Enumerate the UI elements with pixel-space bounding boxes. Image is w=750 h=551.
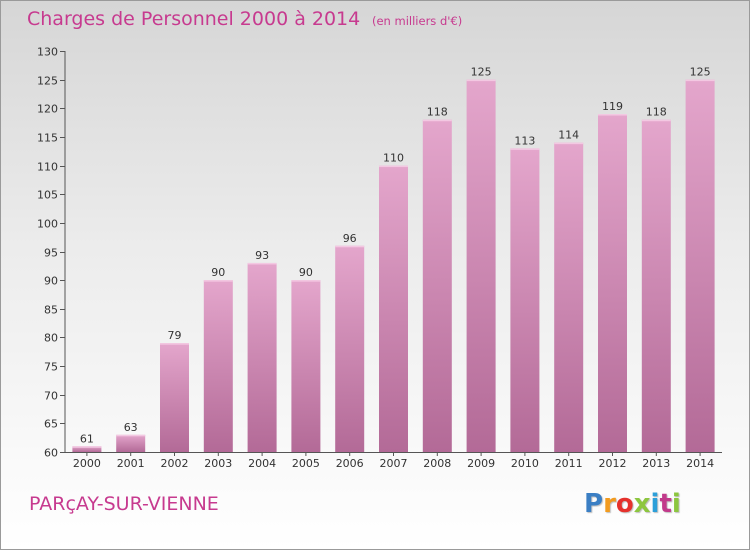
data-label: 79 (168, 329, 182, 342)
bar (203, 280, 233, 452)
y-tick-label: 75 (44, 361, 58, 374)
bars (72, 79, 715, 453)
y-tick-label: 60 (44, 447, 58, 460)
y-tick-label: 105 (37, 189, 58, 202)
data-label: 90 (299, 266, 313, 279)
x-tick-label: 2010 (511, 457, 539, 470)
proxiti-logo[interactable]: Proxiti (584, 489, 681, 523)
x-tick-label: 2000 (73, 457, 101, 470)
bar (466, 79, 496, 453)
bar (422, 119, 452, 452)
logo-letter: t (659, 489, 672, 519)
data-label: 110 (383, 152, 404, 165)
x-tick-label: 2007 (380, 457, 408, 470)
bar (554, 142, 584, 452)
chart-title: Charges de Personnel 2000 à 2014 (27, 8, 361, 30)
logo-letter: x (633, 489, 651, 519)
x-tick-label: 2006 (336, 457, 364, 470)
y-tick-label: 100 (37, 218, 58, 231)
bar-top-edge (335, 245, 365, 248)
data-label: 93 (255, 249, 269, 262)
y-tick-label: 125 (37, 75, 58, 88)
x-tick-label: 2014 (686, 457, 714, 470)
bar-top-edge (466, 79, 496, 82)
data-label: 96 (343, 232, 357, 245)
y-tick-label: 130 (37, 46, 58, 59)
logo-letter: i (650, 489, 660, 519)
bar-top-edge (379, 165, 408, 168)
x-tick-label: 2011 (555, 457, 583, 470)
bar (247, 262, 277, 452)
x-tick-label: 2001 (117, 457, 145, 470)
x-tick-label: 2009 (467, 457, 495, 470)
y-tick-label: 115 (37, 132, 58, 145)
bar (685, 79, 715, 453)
x-tick-label: 2005 (292, 457, 320, 470)
bar-top-edge (116, 434, 146, 437)
bar (116, 434, 146, 452)
y-tick-label: 90 (44, 275, 58, 288)
y-tick-label: 120 (37, 103, 58, 116)
data-label: 125 (690, 66, 711, 79)
data-labels: 61 63 79 90 93 90 96 110 118 125 113 114 119 118 125 (80, 66, 711, 446)
bar-top-edge (247, 262, 277, 265)
logo-letter: P (584, 489, 604, 519)
bar-top-edge (554, 142, 584, 145)
location-name: PARçAY-SUR-VIENNE (29, 493, 219, 515)
x-tick-label: 2004 (248, 457, 276, 470)
x-tick-label: 2002 (161, 457, 189, 470)
bar-top-edge (291, 280, 321, 282)
x-tick-label: 2008 (423, 457, 451, 470)
data-label: 118 (427, 106, 448, 119)
x-tick-label: 2012 (599, 457, 627, 470)
data-label: 118 (646, 106, 667, 119)
y-tick-label: 80 (44, 332, 58, 345)
data-label: 61 (80, 432, 94, 445)
data-label: 114 (558, 129, 579, 142)
bar (598, 114, 627, 452)
bar-top-edge (685, 79, 715, 82)
logo-letter: o (615, 489, 634, 519)
bar (379, 165, 408, 453)
data-label: 119 (602, 100, 623, 113)
bar (335, 245, 365, 452)
chart-subtitle: (en milliers d'€) (372, 14, 463, 28)
y-tick-label: 95 (44, 247, 58, 260)
bar-top-edge (203, 280, 233, 282)
x-tick-label: 2003 (204, 457, 232, 470)
y-axis: 60 65 70 75 80 85 90 95 100 105 110 115 120 125 130 (37, 46, 66, 460)
bar-top-edge (510, 148, 540, 150)
y-tick-label: 85 (44, 304, 58, 317)
y-tick-label: 65 (44, 418, 58, 431)
data-label: 90 (211, 266, 225, 279)
data-label: 125 (471, 66, 492, 79)
data-label: 63 (124, 421, 138, 434)
y-tick-label: 110 (37, 161, 58, 174)
bar (72, 446, 102, 452)
bar (160, 343, 189, 452)
logo-letter: r (603, 489, 616, 519)
bar-top-edge (160, 343, 189, 345)
bar-top-edge (72, 446, 102, 448)
bar-top-edge (422, 119, 452, 122)
bar-top-edge (641, 119, 671, 122)
logo-letter: i (671, 489, 681, 519)
bar (291, 280, 321, 452)
x-tick-label: 2013 (642, 457, 670, 470)
bar (510, 148, 540, 452)
bar (641, 119, 671, 452)
x-axis: 2000 2001 2002 2003 2004 2005 2006 2007 2008 2009… (65, 452, 722, 470)
bar-top-edge (598, 114, 627, 116)
y-tick-label: 70 (44, 390, 58, 403)
data-label: 113 (514, 134, 535, 147)
